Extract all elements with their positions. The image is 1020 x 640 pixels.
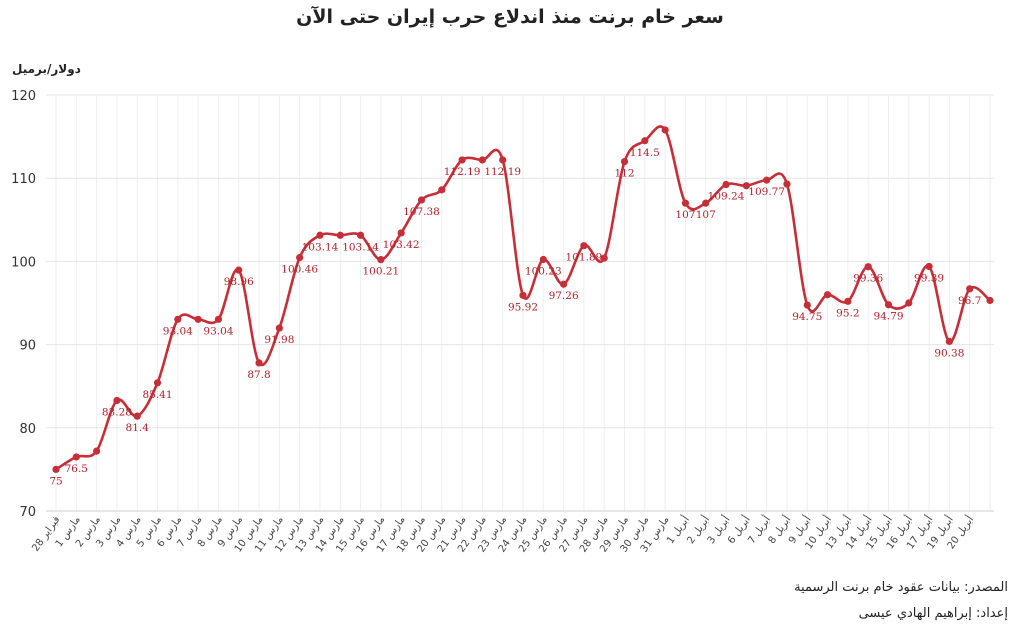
data-point (93, 447, 101, 455)
data-point (620, 157, 629, 166)
x-tick-label: 28 فبراير (30, 514, 62, 554)
source-note: المصدر: بيانات عقود خام برنت الرسمية (794, 580, 1008, 595)
data-point (499, 156, 507, 164)
data-point (560, 280, 568, 288)
data-label: 101.89 (566, 252, 603, 264)
data-label: 109.77 (748, 186, 785, 198)
data-label: 95.2 (836, 307, 859, 319)
data-label: 103.42 (383, 239, 420, 251)
y-tick-label: 90 (19, 339, 36, 354)
data-point (113, 396, 121, 405)
data-point (296, 253, 304, 262)
data-label: 94.75 (792, 311, 822, 323)
data-point (722, 180, 730, 189)
data-label: 91.98 (264, 334, 294, 346)
data-point (580, 242, 588, 250)
data-point (255, 359, 263, 367)
data-label: 90.38 (934, 347, 964, 359)
data-point (783, 180, 791, 188)
y-tick-label: 80 (19, 422, 36, 437)
data-label: 81.4 (126, 422, 150, 434)
data-label: 99.39 (914, 272, 944, 284)
chart-title: سعر خام برنت منذ اندلاع حرب إيران حتى ال… (296, 6, 724, 28)
credit-note: إعداد: إبراهيم الهادي عيسى (858, 606, 1008, 621)
data-label: 100.23 (525, 265, 562, 277)
data-point (275, 324, 283, 332)
data-point (397, 229, 405, 237)
data-label: 75 (49, 475, 62, 487)
data-point (864, 263, 872, 271)
data-point (214, 315, 223, 323)
data-point (925, 262, 933, 271)
data-point (194, 315, 202, 323)
data-point (823, 291, 832, 299)
data-label: 114.5 (630, 147, 660, 159)
data-label: 112 (614, 168, 634, 180)
y-tick-label: 70 (19, 505, 36, 520)
data-label: 95.92 (508, 301, 538, 313)
data-label: 83.28 (102, 407, 132, 419)
data-label: 93.04 (203, 325, 233, 337)
data-label: 87.8 (247, 369, 270, 381)
data-label: 94.79 (873, 311, 903, 323)
data-point (681, 199, 690, 207)
data-point (966, 285, 974, 293)
data-point (600, 254, 608, 262)
data-point (986, 296, 994, 305)
data-point (356, 231, 365, 239)
data-point (884, 301, 893, 309)
data-point (153, 379, 162, 387)
data-label: 100.21 (362, 266, 399, 278)
data-point (478, 156, 486, 164)
data-label: 107 (675, 209, 695, 221)
data-label: 103.14 (302, 241, 339, 253)
data-point (438, 186, 446, 194)
data-point (661, 126, 669, 134)
data-point (539, 255, 547, 264)
data-point (844, 297, 852, 305)
y-tick-label: 110 (11, 172, 36, 187)
data-label: 96.7 (958, 295, 981, 307)
data-label: 76.5 (65, 463, 88, 475)
data-point (742, 182, 750, 190)
data-point (641, 137, 649, 145)
data-label: 99.36 (853, 273, 883, 285)
data-point (702, 199, 710, 207)
data-label: 100.46 (281, 264, 318, 276)
data-label: 107.38 (403, 206, 440, 218)
data-point (235, 266, 243, 274)
data-label: 112.19 (484, 166, 521, 178)
data-point (417, 196, 426, 204)
data-label: 107 (696, 209, 716, 221)
y-tick-label: 120 (11, 89, 36, 104)
data-point (519, 291, 527, 299)
data-point (72, 453, 80, 461)
data-point (458, 156, 466, 164)
data-point (133, 412, 141, 420)
y-tick-label: 100 (11, 255, 36, 270)
data-point (336, 231, 344, 239)
data-point (905, 299, 913, 307)
y-axis-unit-label: دولار/برميل (12, 62, 81, 76)
data-point (803, 301, 811, 309)
data-label: 98.96 (224, 276, 254, 288)
data-label: 112.19 (444, 166, 481, 178)
data-label: 97.26 (549, 290, 579, 302)
data-point (174, 315, 182, 323)
data-point (763, 176, 771, 184)
data-point (52, 465, 60, 473)
data-label: 85.41 (142, 389, 172, 401)
data-label: 93.04 (163, 325, 193, 337)
data-point (945, 337, 953, 346)
data-point (316, 231, 324, 239)
data-point (377, 256, 385, 264)
data-label: 103.14 (342, 241, 379, 253)
data-label: 109.24 (708, 191, 745, 203)
